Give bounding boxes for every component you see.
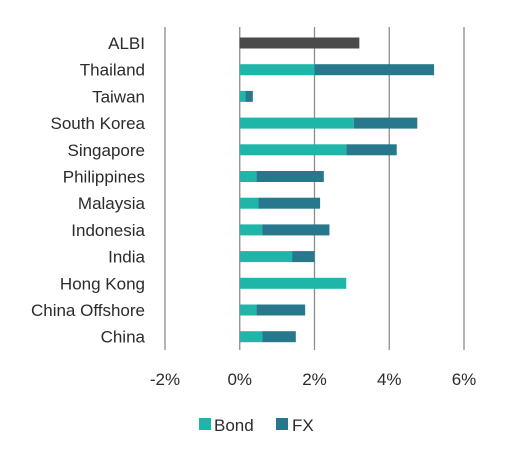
bar-bond [239,144,347,156]
category-label: Singapore [67,141,145,160]
category-label: China Offshore [31,301,145,320]
grid-lines [164,27,465,350]
x-tick-label: -2% [150,370,180,389]
bar-bond [239,251,293,263]
bar-fx [314,64,435,76]
legend: Bond FX [199,416,314,435]
legend-swatch-bond [199,418,211,430]
bar-fx [258,197,321,209]
bar-fx [256,304,306,316]
x-tick-label: 2% [302,370,327,389]
x-tick-label: 4% [377,370,402,389]
bars [239,37,435,343]
category-label: Thailand [80,61,145,80]
category-label: Malaysia [78,194,146,213]
category-label: ALBI [108,34,145,53]
x-tick-label: 6% [452,370,477,389]
bar-bond [239,224,263,236]
category-label: Philippines [63,168,145,187]
bar-fx [262,331,296,343]
category-label: Hong Kong [60,274,145,293]
legend-label-bond: Bond [214,416,254,435]
bar-fx [346,144,397,156]
bar-bond [239,90,246,102]
legend-label-fx: FX [292,416,314,435]
bar-fx [262,224,330,236]
bar-fx [353,117,418,129]
category-label: South Korea [50,114,145,133]
bar-bond [239,197,259,209]
bar-bond [239,304,257,316]
bar-total [239,37,360,49]
category-label: Indonesia [71,221,145,240]
category-label: Taiwan [92,87,145,106]
x-axis-tick-labels: -2% 0% 2% 4% 6% [150,370,476,389]
bar-fx [256,171,324,182]
bar-fx [245,90,253,102]
bar-bond [239,331,263,343]
x-tick-label: 0% [227,370,252,389]
bar-bond [239,277,347,289]
bar-bond [239,64,315,76]
category-label: India [108,248,145,267]
category-label: China [101,328,146,347]
legend-swatch-fx [276,418,288,430]
bar-fx [292,251,315,263]
category-labels: ALBI Thailand Taiwan South Korea Singapore Ph… [31,34,146,347]
bar-bond [239,171,257,182]
bar-bond [239,117,354,129]
